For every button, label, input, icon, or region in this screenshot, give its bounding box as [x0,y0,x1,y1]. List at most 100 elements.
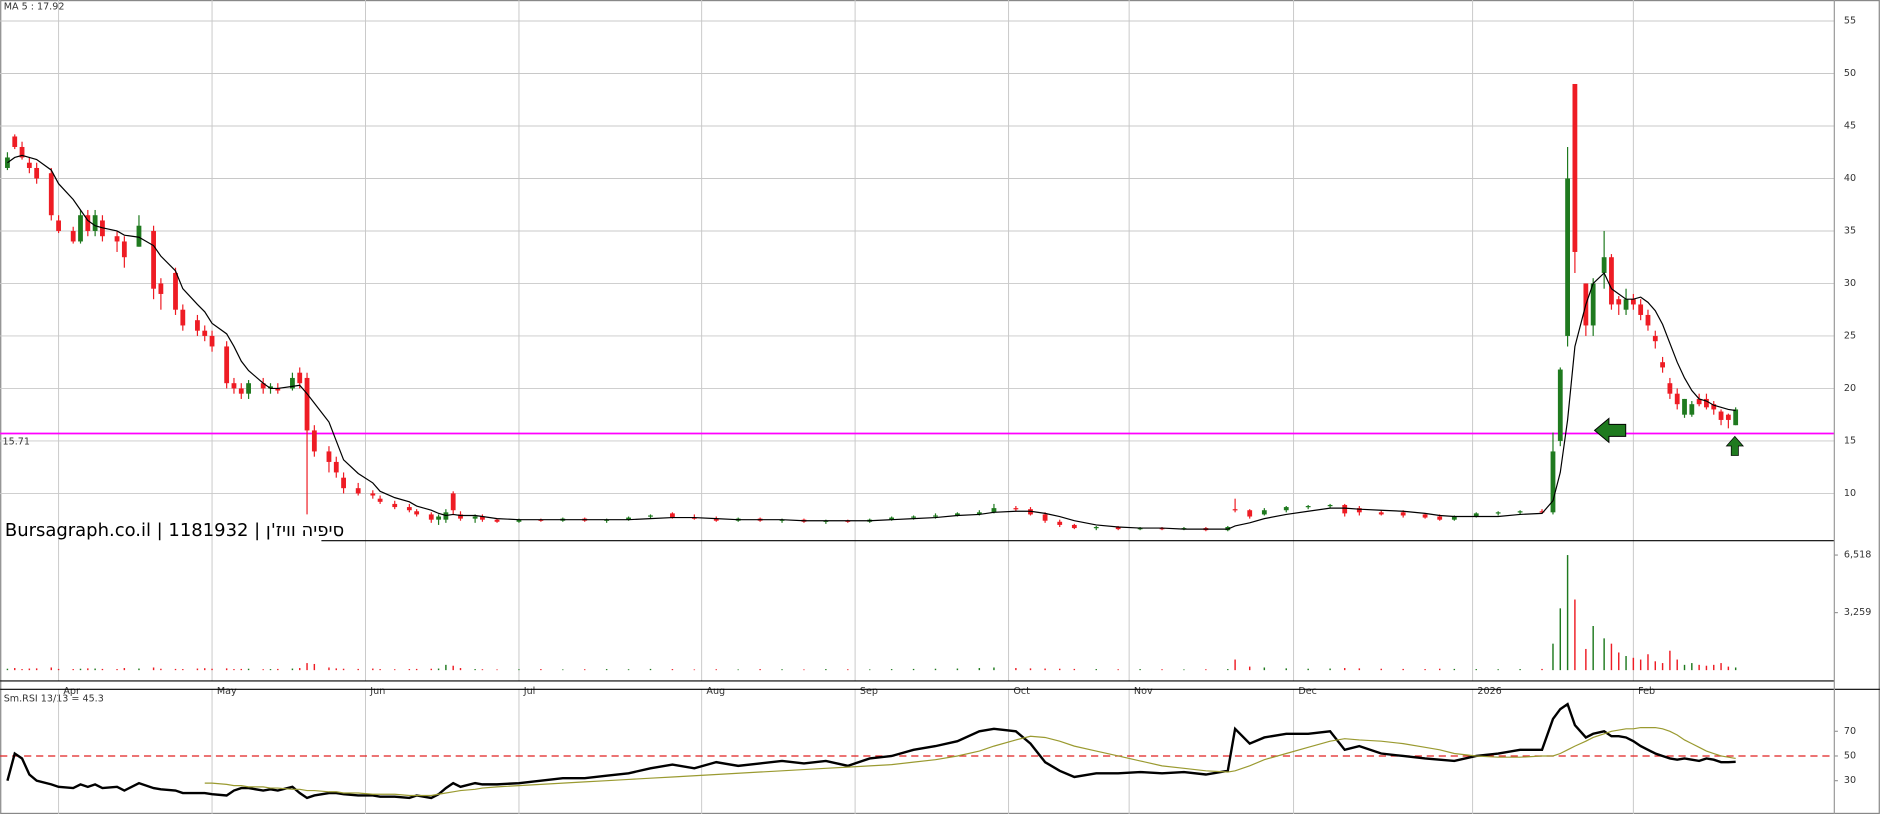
candle-body [333,461,339,473]
candle-body [406,507,412,511]
volume-bar [240,668,242,671]
volume-bar [1683,664,1686,671]
volume-bar [993,667,995,671]
volume-bar [1734,667,1737,671]
volume-bar [1402,668,1404,671]
x-tick-label: Dec [1298,686,1317,697]
candle-body [436,516,441,520]
volume-bar [50,667,52,671]
volume-bar [1139,669,1141,671]
volume-bar [540,669,542,671]
candle-body [1137,528,1143,530]
volume-bar [138,668,140,671]
candle-body [1682,398,1687,415]
volume-bar [211,668,213,671]
candle-body [180,309,186,326]
volume-bar [737,669,739,671]
candle-body [1071,524,1077,529]
volume-bar [247,668,250,671]
volume-bar [934,668,937,671]
candle-body [480,516,485,520]
volume-bar [1263,667,1266,671]
arrow-left [1593,417,1627,444]
candle-body [326,451,332,462]
candle-body [158,283,164,294]
y-tick-label: 10 [1844,488,1856,499]
candle-body [1232,509,1238,511]
volume-bar [671,669,674,671]
candle-body [1630,299,1636,305]
volume-bar [1676,659,1678,671]
candle-body [1422,514,1428,518]
x-tick-label: Aug [706,686,725,697]
candle-body [1696,398,1702,405]
volume-bar [1227,669,1229,671]
legend-text: MA 5 : 17.92 [4,2,65,13]
volume-bar [1661,663,1664,671]
volume-bar [182,669,184,671]
volume-bar [1727,666,1730,671]
volume-bar [430,668,432,671]
volume-bar [459,668,462,671]
volume-bar [869,669,871,671]
candle-body [516,519,522,522]
candle-body [1623,299,1629,310]
volume-bar [1453,668,1456,671]
candle-body [231,383,237,389]
candle-body [48,173,54,216]
ma-line [7,154,1736,530]
candle-body [1711,404,1717,410]
candle-body [626,517,631,520]
y-tick-label: 30 [1844,775,1856,786]
candle-body [472,516,478,519]
volume-bar [1343,668,1346,671]
candle-body [34,167,40,179]
x-tick-label: Jul [523,686,536,697]
volume-bar [562,669,564,671]
volume-bar [277,668,279,671]
volume-bar [1720,663,1722,671]
x-tick-label: Sep [860,686,878,697]
volume-bar [1475,669,1477,671]
candle-body [1495,512,1501,514]
y-tick-label: 15 [1844,435,1856,446]
candle-body [450,493,456,511]
volume-bar [693,669,696,671]
y-tick-label: 55 [1844,15,1856,26]
candle-body [173,272,178,310]
candle-body [1327,504,1333,507]
candle-body [911,516,916,518]
candle-body [341,477,346,489]
level-label: 15.71 [3,436,30,447]
volume-bar [1625,656,1627,671]
x-tick-label: Jun [369,686,385,697]
candle-body [845,520,851,522]
candle-body [275,388,281,391]
candle-body [1042,514,1048,521]
candle-body [114,236,120,242]
candle-body [670,513,675,518]
candle-body [1517,511,1523,513]
candle-body [209,335,215,347]
volume-bar [605,669,608,671]
volume-bar [1183,669,1185,671]
volume-bar [21,669,23,671]
candle-body [1159,528,1165,530]
candle-body [121,241,127,258]
volume-bar [1329,668,1331,671]
volume-bar [1095,669,1097,671]
volume-bar [1705,665,1708,671]
candle-body [202,330,208,336]
x-tick-label: Feb [1638,686,1655,697]
candle-body [1261,510,1267,515]
candle-body [1667,383,1673,394]
candle-body [976,512,982,515]
volume-bar [1566,555,1569,671]
x-tick-label: Apr [63,686,80,697]
volume-bar [1073,668,1076,671]
candle-body [1704,398,1709,408]
y-tick-label: 6,518 [1844,550,1871,561]
volume-bar [1603,638,1605,671]
candle-body [428,514,434,520]
candle-body [311,430,317,452]
